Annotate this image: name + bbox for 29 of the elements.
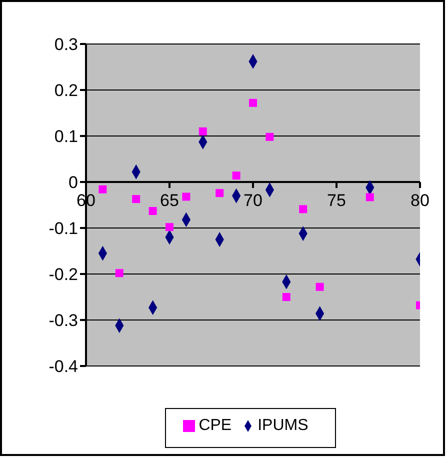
x-tick-label: 80 <box>410 191 430 210</box>
point <box>98 185 107 194</box>
x-tick-label: 65 <box>160 191 179 210</box>
point <box>182 192 190 201</box>
point <box>316 282 324 291</box>
point <box>198 127 207 136</box>
y-tick-label: 0.2 <box>54 81 78 100</box>
y-tick-label: 0.3 <box>54 35 78 54</box>
point <box>266 132 274 141</box>
point <box>249 98 257 107</box>
y-tick-label: -0.4 <box>48 357 78 376</box>
y-tick-label: -0.3 <box>48 311 78 330</box>
point <box>166 223 174 232</box>
y-tick-label: -0.1 <box>48 219 78 238</box>
point <box>115 269 124 278</box>
point <box>299 205 308 214</box>
point <box>148 206 157 215</box>
x-tick-label: 70 <box>244 191 262 210</box>
x-tick-label: 75 <box>327 191 346 210</box>
point <box>282 293 290 301</box>
point <box>132 195 140 204</box>
y-tick-label: -0.2 <box>48 265 78 284</box>
y-tick-label: 0.1 <box>54 127 78 146</box>
point <box>232 172 240 180</box>
point <box>366 193 374 202</box>
point <box>216 189 224 198</box>
legend-label: IPUMS <box>258 417 308 434</box>
y-tick-label: 0 <box>68 173 78 192</box>
legend-label: CPE <box>198 417 232 434</box>
